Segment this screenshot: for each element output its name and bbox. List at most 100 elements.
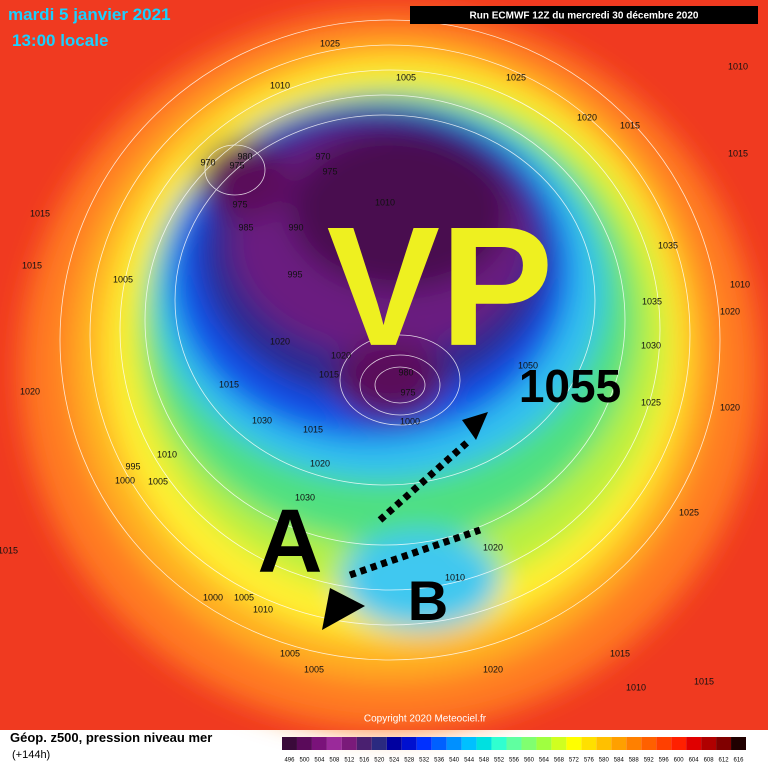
pressure-label: 1005 bbox=[113, 274, 133, 284]
pressure-label: 1005 bbox=[280, 648, 300, 658]
legend-label: 520 bbox=[374, 758, 385, 764]
pressure-label: 1010 bbox=[375, 197, 395, 207]
pressure-label: 1005 bbox=[304, 664, 324, 674]
legend-label: 524 bbox=[389, 758, 400, 764]
pressure-label: 1020 bbox=[720, 402, 740, 412]
legend-swatch bbox=[476, 737, 492, 750]
legend-swatch bbox=[341, 737, 357, 750]
legend-label: 516 bbox=[359, 758, 370, 764]
pressure-label: 1015 bbox=[694, 676, 714, 686]
pressure-label: 1020 bbox=[20, 386, 40, 396]
legend-label: 504 bbox=[314, 758, 325, 764]
legend-swatch bbox=[536, 737, 552, 750]
pressure-label: 970 bbox=[315, 151, 330, 161]
legend-label: 512 bbox=[344, 758, 355, 764]
pressure-label: 1015 bbox=[610, 648, 630, 658]
pressure-label: 1020 bbox=[270, 336, 290, 346]
legend-swatch bbox=[581, 737, 597, 750]
legend-swatch bbox=[416, 737, 432, 750]
legend-swatch bbox=[506, 737, 522, 750]
legend-swatch bbox=[596, 737, 612, 750]
pressure-label: 1020 bbox=[331, 350, 351, 360]
copyright: Copyright 2020 Meteociel.fr bbox=[364, 714, 487, 725]
legend-swatch bbox=[282, 737, 297, 750]
pressure-label: 1015 bbox=[303, 424, 323, 434]
legend-swatch bbox=[431, 737, 447, 750]
legend-label: 560 bbox=[524, 758, 535, 764]
arrows bbox=[348, 437, 482, 579]
legend-label: 540 bbox=[449, 758, 460, 764]
legend-swatch bbox=[686, 737, 702, 750]
pressure-label: 1000 bbox=[400, 416, 420, 426]
pressure-label: 1035 bbox=[658, 240, 678, 250]
pressure-label: 1005 bbox=[148, 476, 168, 486]
pressure-label: 975 bbox=[232, 199, 247, 209]
pressure-label: 1010 bbox=[728, 61, 748, 71]
legend-label: 536 bbox=[434, 758, 445, 764]
legend-swatch bbox=[356, 737, 372, 750]
pressure-label: 1010 bbox=[157, 449, 177, 459]
legend-label: 500 bbox=[299, 758, 310, 764]
vortex-label: VP bbox=[327, 192, 554, 382]
forecast-time: 13:00 locale bbox=[12, 31, 108, 50]
pressure-label: 980 bbox=[398, 367, 413, 377]
legend-label: 588 bbox=[629, 758, 640, 764]
legend-label: 572 bbox=[569, 758, 580, 764]
pressure-label: 1010 bbox=[445, 572, 465, 582]
contours bbox=[59, 19, 721, 661]
point-a: A bbox=[258, 492, 323, 592]
pressure-label: 1030 bbox=[641, 340, 661, 350]
legend-swatch bbox=[401, 737, 417, 750]
geopotential-field bbox=[20, 10, 760, 730]
legend-label: 600 bbox=[674, 758, 685, 764]
legend-swatch bbox=[521, 737, 537, 750]
legend-label: 604 bbox=[689, 758, 700, 764]
pressure-label: 1000 bbox=[115, 475, 135, 485]
pressure-label: 1025 bbox=[320, 38, 340, 48]
legend-label: 552 bbox=[494, 758, 505, 764]
legend-swatch bbox=[641, 737, 657, 750]
legend-swatch bbox=[296, 737, 312, 750]
pressure-label: 1020 bbox=[483, 542, 503, 552]
legend-swatch bbox=[611, 737, 627, 750]
pressure-label: 1015 bbox=[30, 208, 50, 218]
pressure-label: 1020 bbox=[483, 664, 503, 674]
legend-swatch bbox=[551, 737, 567, 750]
legend-swatch bbox=[371, 737, 387, 750]
legend-label: 496 bbox=[284, 758, 295, 764]
pressure-labels: 1025 1005 1025 1010 1010 1020 1015 1015 970 975 98… bbox=[0, 38, 750, 692]
pressure-label: 1010 bbox=[253, 604, 273, 614]
legend-label: 564 bbox=[539, 758, 550, 764]
pressure-label: 975 bbox=[229, 160, 244, 170]
arrow-head bbox=[462, 412, 488, 440]
pressure-label: 1010 bbox=[270, 80, 290, 90]
legend-swatch bbox=[461, 737, 477, 750]
pressure-label: 1015 bbox=[0, 545, 18, 555]
pressure-label: 1050 bbox=[518, 360, 538, 370]
legend-swatch bbox=[446, 737, 462, 750]
pressure-label: 1030 bbox=[295, 492, 315, 502]
legend-swatch bbox=[731, 737, 746, 750]
legend-swatch bbox=[701, 737, 717, 750]
arrow-head bbox=[322, 588, 365, 630]
point-b: B bbox=[408, 569, 448, 632]
pressure-label: 1015 bbox=[22, 260, 42, 270]
pressure-label: 1020 bbox=[720, 306, 740, 316]
legend-label: 528 bbox=[404, 758, 415, 764]
legend-swatch bbox=[566, 737, 582, 750]
legend-swatch bbox=[671, 737, 687, 750]
pressure-label: 1025 bbox=[641, 397, 661, 407]
pressure-label: 1015 bbox=[319, 369, 339, 379]
pressure-label: 985 bbox=[238, 222, 253, 232]
pressure-label: 995 bbox=[125, 461, 140, 471]
legend-label: 612 bbox=[719, 758, 730, 764]
pressure-label: 1000 bbox=[203, 592, 223, 602]
run-info: Run ECMWF 12Z du mercredi 30 décembre 20… bbox=[470, 11, 699, 22]
lead-time: (+144h) bbox=[12, 749, 50, 761]
legend-label: 508 bbox=[329, 758, 340, 764]
legend-label: 616 bbox=[734, 758, 745, 764]
pressure-label: 1015 bbox=[219, 379, 239, 389]
legend-label: 532 bbox=[419, 758, 430, 764]
pressure-label: 1025 bbox=[679, 507, 699, 517]
